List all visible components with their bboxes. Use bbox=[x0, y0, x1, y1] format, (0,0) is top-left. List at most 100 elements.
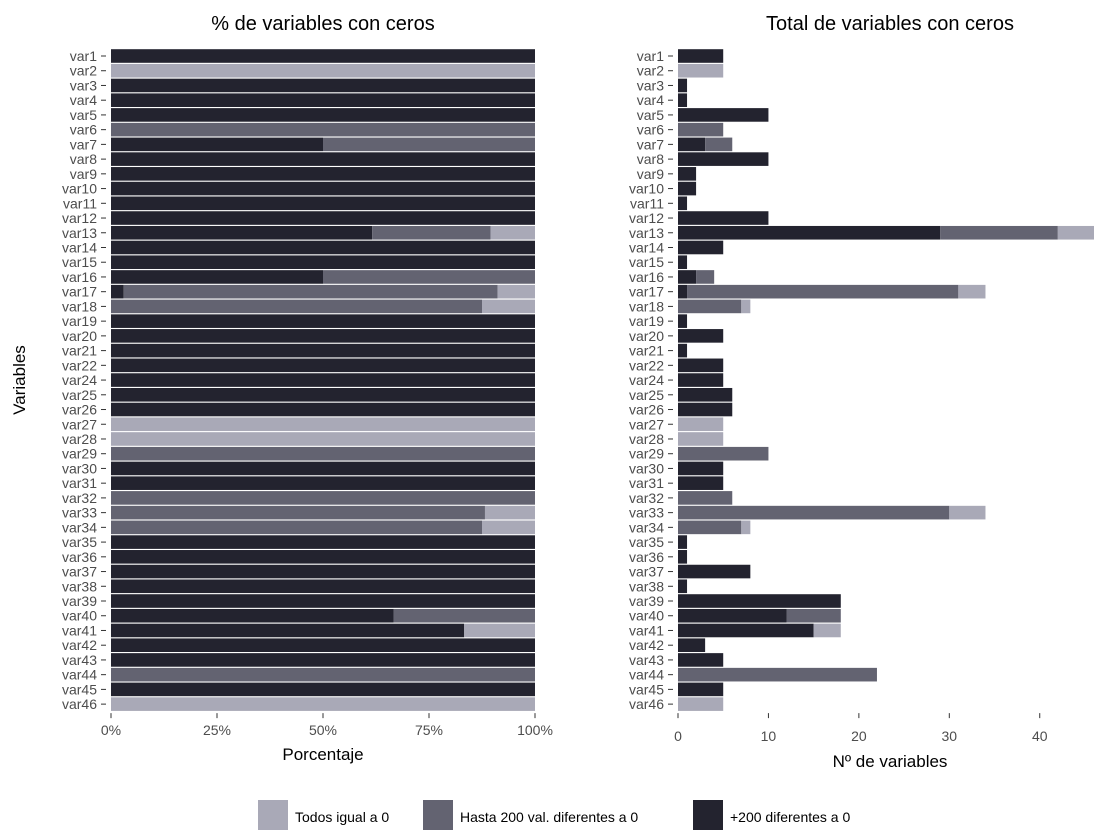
percent-y-tick-label: var37 bbox=[62, 564, 97, 580]
percent-bar-segment bbox=[111, 594, 535, 608]
total-y-tick-label: var37 bbox=[629, 564, 664, 580]
total-bar-segment bbox=[678, 181, 697, 196]
total-bar-segment bbox=[678, 535, 688, 549]
total-bar-segment bbox=[678, 697, 724, 711]
percent-y-tick-label: var6 bbox=[70, 122, 97, 138]
total-y-tick-label: var46 bbox=[629, 696, 664, 712]
total-bar-segment bbox=[678, 564, 751, 579]
percent-bar-segment bbox=[111, 653, 535, 667]
percent-bar-segment bbox=[111, 446, 535, 461]
percent-y-tick-label: var15 bbox=[62, 254, 97, 270]
total-y-tick-label: var13 bbox=[629, 225, 664, 241]
total-x-tick-label: 40 bbox=[1032, 728, 1048, 744]
total-bar-segment bbox=[678, 122, 724, 137]
percent-y-tick-label: var20 bbox=[62, 328, 97, 344]
percent-y-tick-label: var13 bbox=[62, 225, 97, 241]
percent-y-tick-label: var35 bbox=[62, 534, 97, 550]
total-bar-segment bbox=[678, 137, 706, 152]
total-bar-segment bbox=[678, 402, 733, 417]
percent-bars bbox=[111, 49, 535, 711]
percent-bar-segment bbox=[111, 270, 323, 284]
total-bar-segment bbox=[678, 373, 724, 387]
percent-y-tick-label: var39 bbox=[62, 593, 97, 609]
total-bar-segment bbox=[940, 225, 1058, 240]
total-y-tick-label: var19 bbox=[629, 313, 664, 329]
total-bar-segment bbox=[813, 623, 841, 638]
percent-x-axis-title: Porcentaje bbox=[282, 745, 363, 764]
percent-y-tick-label: var18 bbox=[62, 298, 97, 314]
percent-bar-segment bbox=[111, 608, 394, 623]
percent-x-axis: 0% 25% 50% 75% 100% bbox=[101, 713, 553, 738]
total-bar-segment bbox=[678, 358, 724, 373]
total-bar-segment bbox=[678, 49, 724, 63]
percent-y-tick-label: var17 bbox=[62, 284, 97, 300]
total-y-tick-label: var10 bbox=[629, 181, 664, 197]
total-bar-segment bbox=[687, 284, 959, 299]
total-bar-segment bbox=[678, 329, 724, 343]
total-bar-segment bbox=[786, 608, 841, 623]
percent-bar-segment bbox=[111, 505, 485, 520]
percent-bar-segment bbox=[111, 623, 465, 638]
total-bar-segment bbox=[678, 550, 688, 564]
total-bar-segment bbox=[678, 93, 688, 107]
percent-bar-segment bbox=[111, 181, 535, 196]
total-y-tick-label: var26 bbox=[629, 402, 664, 418]
percent-bar-segment bbox=[490, 225, 535, 240]
total-bar-segment bbox=[678, 623, 814, 638]
total-bar-segment bbox=[678, 108, 769, 122]
total-y-tick-label: var42 bbox=[629, 637, 664, 653]
percent-bar-segment bbox=[111, 579, 535, 594]
total-x-axis: 0 10 20 30 40 bbox=[674, 713, 1048, 744]
percent-bar-segment bbox=[111, 417, 535, 432]
percent-chart-title: % de variables con ceros bbox=[211, 13, 434, 35]
total-y-tick-label: var6 bbox=[637, 122, 664, 138]
total-bar-segment bbox=[678, 476, 724, 490]
total-y-tick-label: var2 bbox=[637, 63, 664, 79]
percent-bar-segment bbox=[111, 535, 535, 549]
percent-y-tick-label: var12 bbox=[62, 210, 97, 226]
total-y-tick-label: var43 bbox=[629, 652, 664, 668]
percent-bar-segment bbox=[111, 137, 323, 152]
total-x-tick-label: 0 bbox=[674, 728, 682, 744]
percent-y-tick-label: var22 bbox=[62, 357, 97, 373]
percent-y-tick-label: var26 bbox=[62, 402, 97, 418]
percent-bar-segment bbox=[111, 299, 482, 314]
total-bar-segment bbox=[678, 211, 769, 225]
percent-y-tick-label: var9 bbox=[70, 166, 97, 182]
total-bar-segment bbox=[678, 196, 688, 211]
percent-bar-segment bbox=[111, 432, 535, 446]
percent-bar-segment bbox=[111, 93, 535, 107]
percent-bar-segment bbox=[111, 550, 535, 564]
total-y-tick-label: var24 bbox=[629, 372, 664, 388]
total-x-axis-title: Nº de variables bbox=[833, 752, 948, 771]
percent-bar-segment bbox=[111, 358, 535, 373]
total-bar-segment bbox=[678, 225, 941, 240]
total-y-tick-label: var18 bbox=[629, 298, 664, 314]
percent-y-tick-label: var33 bbox=[62, 505, 97, 521]
total-bar-segment bbox=[678, 314, 688, 328]
percent-bar-segment bbox=[111, 196, 535, 211]
total-bar-segment bbox=[696, 270, 715, 284]
total-chart-title: Total de variables con ceros bbox=[766, 13, 1014, 35]
total-bar-segment bbox=[741, 520, 751, 535]
percent-bar-segment bbox=[111, 402, 535, 417]
total-bar-segment bbox=[678, 520, 742, 535]
percent-bar-segment bbox=[111, 682, 535, 697]
total-x-tick-label: 10 bbox=[761, 728, 777, 744]
total-y-tick-label: var31 bbox=[629, 475, 664, 491]
percent-y-tick-label: var3 bbox=[70, 77, 97, 93]
total-y-tick-label: var15 bbox=[629, 254, 664, 270]
percent-y-tick-label: var14 bbox=[62, 239, 97, 255]
total-bar-segment bbox=[678, 432, 724, 446]
percent-bar-segment bbox=[482, 299, 535, 314]
total-y-tick-label: var40 bbox=[629, 608, 664, 624]
percent-x-tick-label: 25% bbox=[203, 722, 231, 738]
percent-bar-segment bbox=[111, 491, 535, 505]
percent-y-tick-label: var2 bbox=[70, 63, 97, 79]
total-y-tick-label: var35 bbox=[629, 534, 664, 550]
percent-x-tick-label: 75% bbox=[415, 722, 443, 738]
percent-y-tick-label: var29 bbox=[62, 446, 97, 462]
percent-y-tick-label: var21 bbox=[62, 343, 97, 359]
total-y-tick-label: var22 bbox=[629, 357, 664, 373]
total-y-tick-label: var3 bbox=[637, 77, 664, 93]
